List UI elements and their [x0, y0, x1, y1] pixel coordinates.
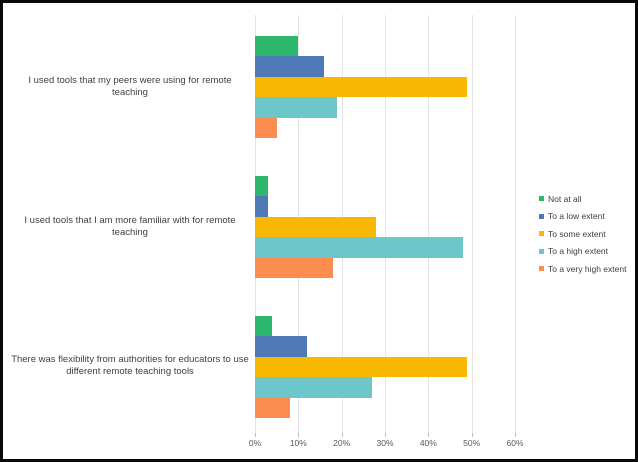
legend-swatch-icon — [539, 266, 544, 272]
x-axis-tick-label: 30% — [376, 438, 394, 448]
axis-tick — [428, 433, 430, 437]
legend-label: To a high extent — [548, 246, 609, 257]
gridline — [428, 15, 430, 433]
axis-tick — [298, 433, 300, 437]
axis-tick — [471, 433, 473, 437]
legend-label: To some extent — [548, 228, 606, 239]
category-label-2: I used tools that I am more familiar wit… — [24, 214, 236, 239]
bar-to-a-low-extent-cat3 — [255, 336, 307, 357]
gridline — [471, 15, 473, 433]
bar-not-at-all-cat3 — [255, 316, 273, 337]
legend-swatch-icon — [539, 213, 544, 219]
legend-label: To a very high extent — [548, 263, 627, 274]
legend-item-to-a-very-high-extent: To a very high extent — [539, 260, 626, 278]
legend: Not at all To a low extent To some extent T… — [539, 190, 626, 278]
legend-item-to-a-low-extent: To a low extent — [539, 208, 626, 226]
gridline — [515, 15, 516, 433]
bar-to-some-extent-cat3 — [255, 356, 468, 378]
bar-to-a-very-high-extent-cat1 — [255, 117, 277, 138]
bar-chart: I used tools that my peers were using fo… — [3, 3, 635, 459]
legend-swatch-icon — [539, 248, 544, 254]
x-axis-tick-label: 60% — [506, 438, 524, 448]
legend-item-to-a-high-extent: To a high extent — [539, 243, 626, 261]
legend-item-to-some-extent: To some extent — [539, 225, 626, 243]
bar-to-a-low-extent-cat1 — [255, 56, 325, 77]
gridline — [385, 15, 386, 433]
bar-not-at-all-cat1 — [255, 36, 299, 57]
axis-tick — [255, 433, 256, 437]
category-label-3: There was flexibility from authorities f… — [11, 353, 249, 378]
legend-label: To a low extent — [548, 211, 605, 222]
bar-to-a-high-extent-cat2 — [255, 237, 463, 258]
bar-to-a-low-extent-cat2 — [255, 196, 268, 217]
axis-tick — [385, 433, 386, 437]
x-axis-tick-label: 10% — [289, 438, 307, 448]
bar-to-a-very-high-extent-cat2 — [255, 257, 333, 278]
legend-swatch-icon — [539, 231, 544, 237]
legend-item-not-at-all: Not at all — [539, 190, 626, 208]
bar-not-at-all-cat2 — [255, 176, 268, 197]
axis-tick — [515, 433, 516, 437]
x-axis-tick-label: 50% — [463, 438, 481, 448]
x-axis-tick-label: 0% — [248, 438, 262, 448]
bar-to-a-very-high-extent-cat3 — [255, 397, 290, 418]
bar-to-a-high-extent-cat3 — [255, 377, 372, 398]
axis-tick — [341, 433, 343, 437]
category-label-1: I used tools that my peers were using fo… — [28, 74, 232, 99]
bar-to-some-extent-cat2 — [255, 216, 377, 238]
bar-to-a-high-extent-cat1 — [255, 97, 338, 118]
bar-to-some-extent-cat1 — [255, 76, 468, 98]
legend-swatch-icon — [539, 196, 544, 202]
x-axis-tick-label: 40% — [419, 438, 437, 448]
x-axis-tick-label: 20% — [333, 438, 351, 448]
legend-label: Not at all — [548, 193, 582, 204]
plot-area — [255, 15, 516, 437]
